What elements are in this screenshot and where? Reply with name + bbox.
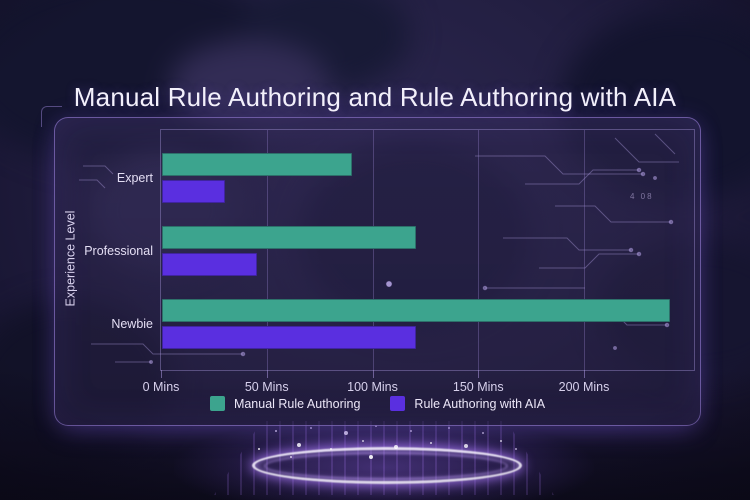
x-tick-label: 0 Mins [142,380,180,394]
legend-item-manual: Manual Rule Authoring [209,396,361,411]
x-tick-label: 150 Mins [452,380,504,394]
plot-area: 0 Mins 50 Mins 100 Mins 150 Mins 200 Mins Exp… [84,129,695,394]
axis-tick [161,370,162,378]
category-label: Newbie [111,317,153,331]
legend-swatch-aia [390,396,406,411]
legend-label-manual: Manual Rule Authoring [233,396,361,411]
gridline [478,130,480,370]
legend-swatch-manual [209,396,225,411]
axis-tick [478,370,480,378]
axis-tick [372,370,374,378]
bar-professional-manual [162,226,416,249]
chart-panel: 4 08 Experience Level 0 Mins 50 Mins 100 M… [41,106,701,426]
gridline [584,130,586,370]
legend-label-aia: Rule Authoring with AIA [414,396,546,411]
bar-expert-manual [162,153,353,176]
x-tick-label: 100 Mins [347,380,398,394]
category-label: Professional [84,244,153,258]
axis-tick [266,370,268,378]
bar-newbie-aia [162,326,416,349]
sparkles [0,0,2,2]
chart-legend: Manual Rule Authoring Rule Authoring wit… [55,396,700,411]
portal-ring [252,447,522,484]
bar-expert-aia [162,180,226,203]
bar-professional-aia [162,253,258,276]
category-label: Expert [116,171,153,185]
bar-newbie-manual [162,299,670,322]
axis-tick [584,370,586,378]
x-tick-label: 50 Mins [244,380,289,394]
chart-title: Manual Rule Authoring and Rule Authoring… [73,82,677,112]
x-tick-label: 200 Mins [558,380,610,394]
legend-item-aia: Rule Authoring with AIA [390,396,545,411]
